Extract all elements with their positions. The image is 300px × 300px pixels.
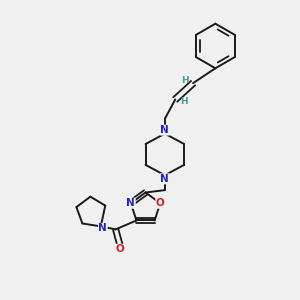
Text: N: N	[98, 224, 107, 233]
Text: N: N	[160, 125, 169, 135]
Text: H: H	[180, 97, 188, 106]
Text: H: H	[181, 76, 189, 85]
Text: N: N	[127, 198, 135, 208]
Text: O: O	[156, 198, 165, 208]
Text: N: N	[160, 174, 169, 184]
Text: O: O	[116, 244, 124, 254]
